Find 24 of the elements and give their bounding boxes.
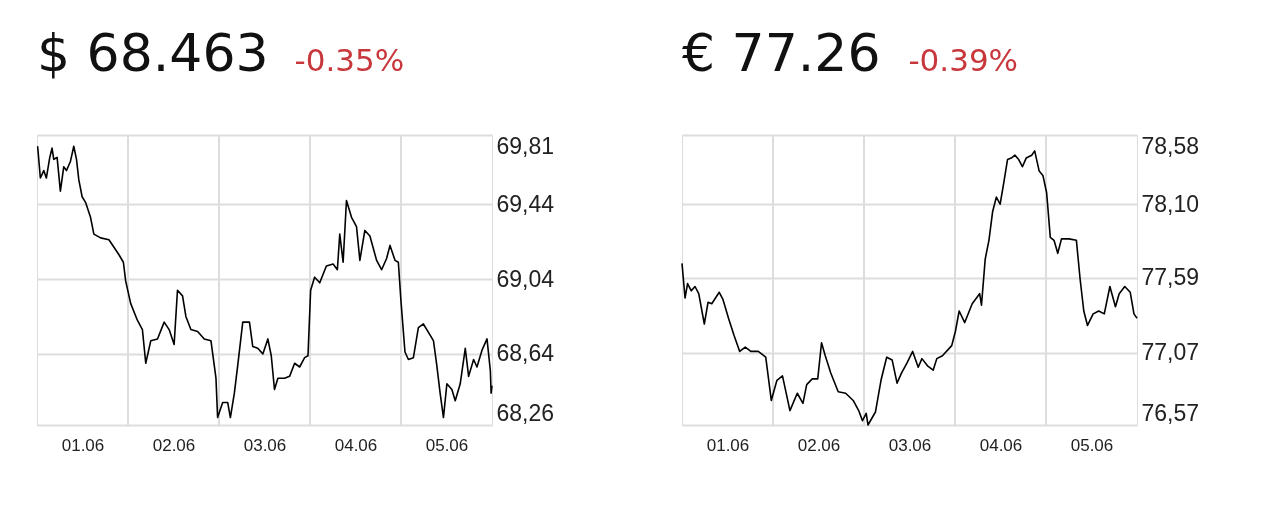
y-tick-label: 77,07 [1141, 339, 1200, 366]
x-tick-label: 02.06 [152, 435, 196, 455]
x-tick-label: 04.06 [979, 435, 1023, 455]
y-tick-label: 69,81 [496, 132, 555, 159]
x-tick-label: 03.06 [888, 435, 932, 455]
x-tick-label: 03.06 [243, 435, 287, 455]
x-tick-label: 02.06 [797, 435, 841, 455]
y-tick-label: 78,58 [1141, 132, 1200, 159]
y-tick-label: 78,10 [1141, 190, 1200, 217]
chart-subtitle: -0.35% [294, 42, 405, 78]
y-tick-label: 69,44 [496, 190, 555, 217]
y-tick-label: 68,26 [496, 399, 555, 426]
x-tick-label: 04.06 [334, 435, 378, 455]
x-tick-label: 05.06 [425, 435, 469, 455]
y-tick-label: 76,57 [1141, 399, 1200, 426]
x-tick-label: 05.06 [1070, 435, 1114, 455]
chart-title: $ 68.463 [37, 23, 269, 83]
chart-title: € 77.26 [682, 23, 881, 83]
y-tick-label: 77,59 [1141, 264, 1200, 291]
y-tick-label: 69,04 [496, 265, 555, 292]
chart-subtitle: -0.39% [908, 42, 1019, 78]
x-tick-label: 01.06 [61, 435, 105, 455]
x-tick-label: 01.06 [706, 435, 750, 455]
y-tick-label: 68,64 [496, 340, 555, 367]
